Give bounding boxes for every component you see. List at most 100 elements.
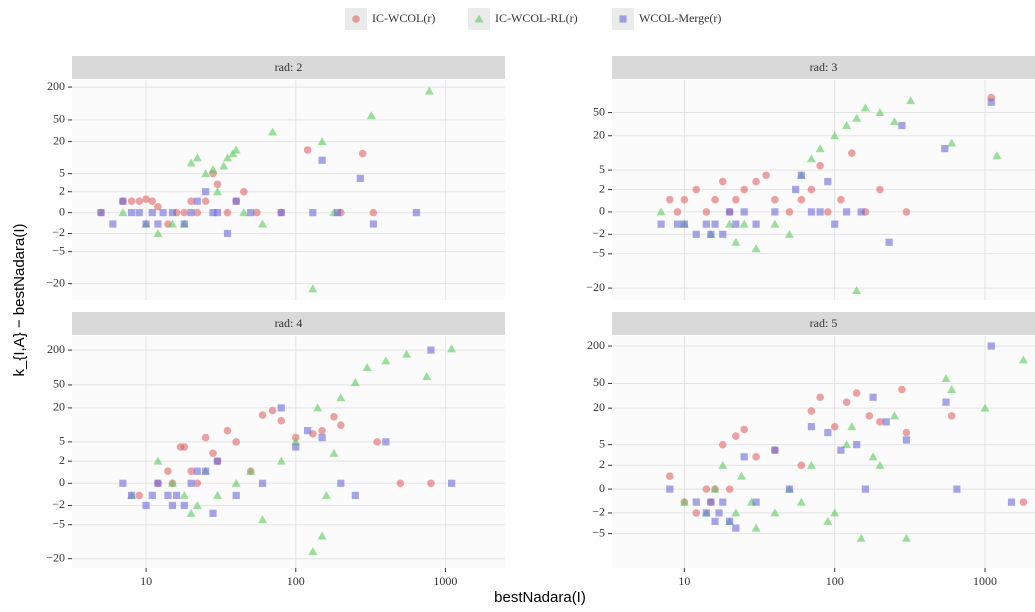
- point: [329, 448, 339, 457]
- point: [193, 197, 201, 205]
- point: [806, 460, 816, 469]
- point: [732, 432, 740, 440]
- point: [816, 393, 824, 402]
- point: [232, 197, 240, 205]
- point: [823, 516, 833, 525]
- point: [167, 219, 177, 228]
- point: [223, 426, 232, 435]
- x-tick-label: 10: [678, 574, 690, 588]
- point: [202, 188, 210, 196]
- point: [318, 156, 326, 164]
- point: [732, 524, 740, 532]
- point: [848, 149, 856, 157]
- point: [702, 208, 711, 216]
- point: [692, 230, 700, 238]
- point: [154, 202, 162, 211]
- point: [186, 158, 196, 167]
- point: [337, 421, 345, 429]
- point: [865, 412, 874, 420]
- point: [148, 197, 157, 206]
- strip: [72, 312, 505, 335]
- point: [164, 467, 172, 475]
- point: [942, 398, 950, 406]
- x-tick-label: 1000: [973, 574, 997, 588]
- point: [771, 208, 779, 216]
- point: [193, 467, 201, 475]
- point: [715, 509, 723, 517]
- point: [167, 478, 177, 487]
- point: [369, 220, 377, 228]
- y-tick-label: 2: [59, 453, 65, 467]
- point: [815, 144, 825, 153]
- legend-label: IC-WCOL(r): [372, 11, 435, 25]
- point: [247, 209, 255, 217]
- point: [852, 113, 862, 122]
- point: [752, 177, 760, 186]
- point: [885, 238, 893, 246]
- point: [180, 501, 188, 510]
- point: [258, 219, 268, 228]
- point: [740, 185, 748, 194]
- point: [173, 491, 181, 499]
- point: [726, 208, 734, 216]
- point: [890, 117, 900, 126]
- y-tick-label: −5: [52, 516, 65, 530]
- strip: [72, 56, 505, 79]
- point: [127, 491, 136, 499]
- point: [890, 411, 900, 420]
- point: [119, 197, 127, 205]
- point: [350, 378, 360, 387]
- point: [208, 165, 218, 174]
- legend-label: IC-WCOL-RL(r): [495, 11, 578, 25]
- point: [1019, 498, 1028, 506]
- point: [837, 195, 845, 204]
- point: [213, 209, 222, 217]
- point: [732, 220, 740, 228]
- point: [154, 479, 162, 487]
- point: [902, 436, 911, 444]
- x-axis-label: bestNadara(I): [494, 589, 586, 606]
- point: [707, 230, 715, 238]
- point: [213, 180, 222, 189]
- point: [987, 342, 995, 350]
- point: [797, 461, 806, 470]
- y-tick-label: 2: [59, 183, 65, 197]
- point: [369, 208, 378, 217]
- point: [192, 500, 202, 509]
- point: [980, 403, 990, 412]
- point: [427, 479, 435, 488]
- point: [219, 161, 229, 170]
- point: [785, 485, 794, 493]
- point: [816, 208, 824, 216]
- y-tick-label: −5: [592, 246, 605, 260]
- point: [673, 208, 682, 216]
- point: [258, 515, 268, 524]
- y-tick-label: 20: [593, 400, 605, 414]
- point: [366, 111, 376, 120]
- point: [317, 531, 327, 540]
- point: [291, 437, 301, 446]
- point: [762, 171, 770, 180]
- y-tick-label: −20: [586, 280, 605, 294]
- legend-marker: [352, 15, 360, 23]
- point: [277, 404, 285, 412]
- point: [223, 153, 233, 162]
- legend-marker: [474, 14, 484, 23]
- point: [303, 146, 312, 154]
- y-tick-label: 200: [47, 342, 65, 356]
- legend-marker: [619, 15, 627, 23]
- point: [666, 485, 674, 493]
- point: [718, 440, 727, 449]
- point: [732, 195, 740, 204]
- point: [953, 485, 961, 493]
- y-tick-label: 20: [593, 128, 605, 142]
- point: [861, 485, 869, 493]
- y-tick-label: 2: [599, 181, 605, 195]
- point: [258, 411, 267, 419]
- point: [268, 127, 278, 136]
- y-tick-label: 50: [593, 104, 605, 118]
- point: [842, 440, 852, 449]
- point: [875, 460, 885, 469]
- y-tick-label: 20: [53, 400, 65, 414]
